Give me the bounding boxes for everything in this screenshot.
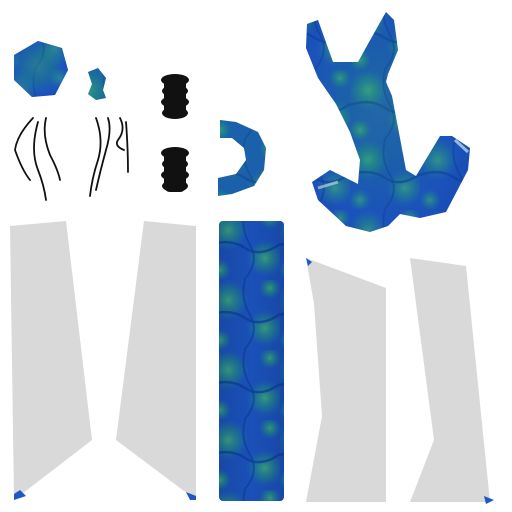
wire-strands <box>14 117 129 201</box>
grey-panel-3 <box>306 258 386 502</box>
hexagon-patch <box>14 41 68 97</box>
grey-panel-4 <box>410 258 494 504</box>
y-shaped-frame <box>306 12 470 232</box>
c-bracket <box>218 120 266 196</box>
blue-strip <box>219 221 284 501</box>
coil-spring-top <box>161 74 189 119</box>
grey-panel-2 <box>116 221 196 500</box>
grey-panel-1 <box>10 221 92 500</box>
coil-spring-bottom <box>161 147 189 192</box>
small-chip <box>88 68 106 100</box>
